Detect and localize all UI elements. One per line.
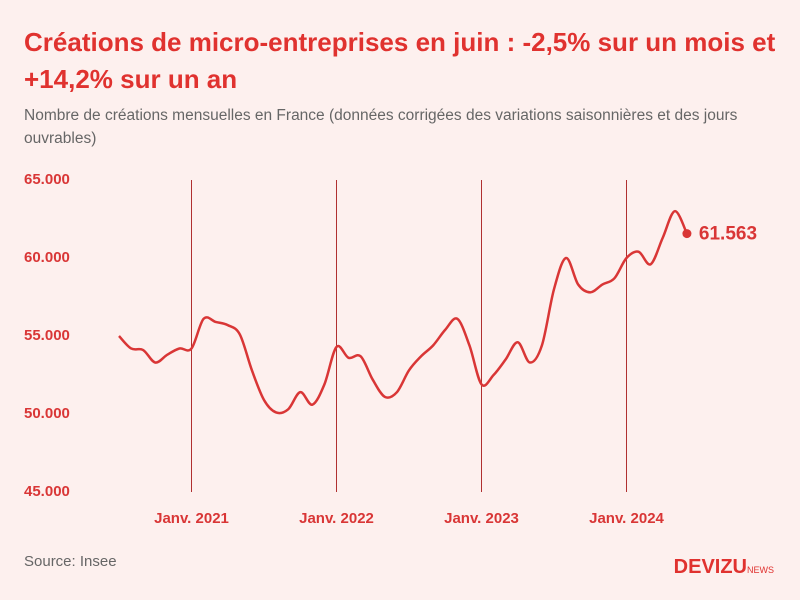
y-tick-label: 50.000 (24, 405, 70, 422)
y-tick-label: 55.000 (24, 327, 70, 344)
chart-subtitle: Nombre de créations mensuelles en France… (24, 107, 738, 147)
end-point (682, 229, 692, 239)
line (118, 209, 689, 415)
x-tick-label: Janv. 2022 (299, 510, 374, 527)
y-tick-label: 60.000 (24, 249, 70, 266)
chart-title: Créations de micro-entreprises en juin :… (24, 27, 776, 94)
x-tick-label: Janv. 2024 (589, 510, 664, 527)
y-tick-label: 45.000 (24, 483, 70, 500)
value-label: 61.563 (699, 224, 757, 245)
x-tick-label: Janv. 2023 (444, 510, 519, 527)
brand-name: DEVIZU (673, 556, 747, 578)
source: Source: Insee (24, 553, 117, 570)
brand: DEVIZUNEWS (674, 556, 774, 579)
brand-suffix: NEWS (747, 565, 774, 575)
x-tick-label: Janv. 2021 (154, 510, 229, 527)
y-tick-label: 65.000 (24, 171, 70, 188)
